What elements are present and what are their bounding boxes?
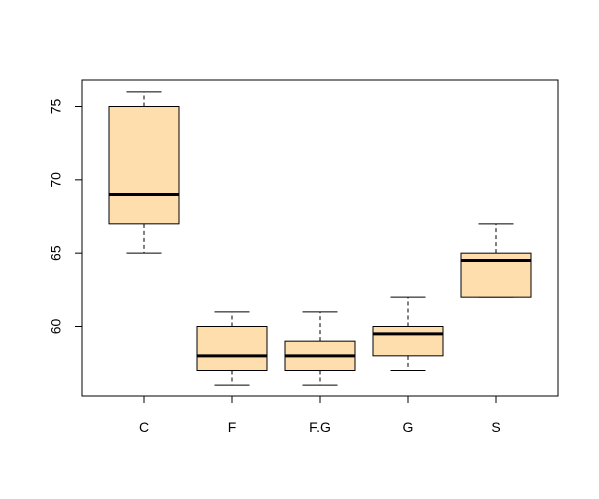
box-F bbox=[196, 311, 268, 386]
box-S bbox=[460, 223, 532, 298]
x-tick-label: F bbox=[228, 419, 237, 435]
box-rect bbox=[196, 326, 268, 371]
y-axis: 60 65 70 75 bbox=[48, 99, 83, 335]
x-tick-label: G bbox=[403, 419, 414, 435]
x-tick-label: S bbox=[491, 419, 500, 435]
box-rect bbox=[108, 106, 180, 225]
box-C bbox=[108, 91, 180, 254]
box-G bbox=[372, 296, 444, 371]
x-axis: C F F.G G S bbox=[139, 395, 501, 435]
y-tick-label: 75 bbox=[48, 99, 64, 115]
boxes-layer bbox=[108, 91, 532, 386]
x-tick-label: C bbox=[139, 419, 149, 435]
y-tick-label: 70 bbox=[48, 172, 64, 188]
y-tick-label: 65 bbox=[48, 245, 64, 261]
box-F.G bbox=[284, 311, 356, 386]
box-rect bbox=[372, 326, 444, 357]
x-tick-label: F.G bbox=[309, 419, 331, 435]
y-tick-label: 60 bbox=[48, 319, 64, 335]
